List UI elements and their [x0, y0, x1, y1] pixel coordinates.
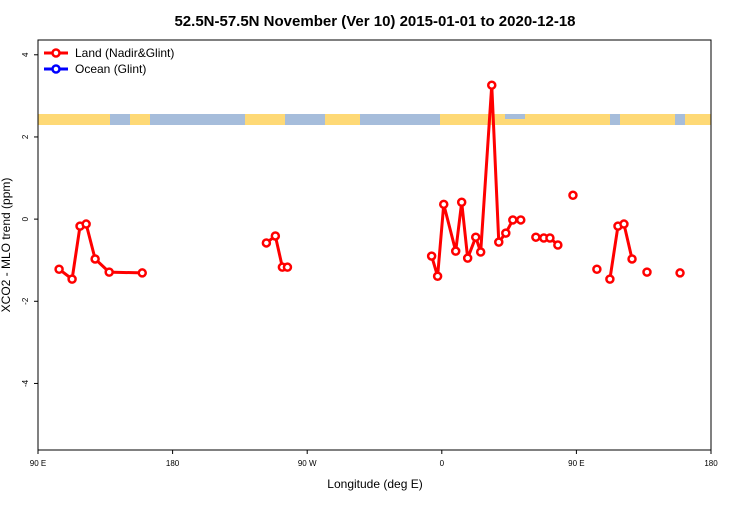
legend-marker: [51, 48, 61, 58]
y-tick-label: 4: [21, 52, 30, 57]
y-tick-label: -2: [21, 297, 30, 305]
x-tick-label: 90 E: [30, 459, 46, 468]
x-tick-label: 0: [440, 459, 445, 468]
point: [450, 246, 461, 256]
point: [81, 219, 91, 229]
legend-marker: [51, 64, 61, 74]
point: [501, 228, 511, 238]
point: [470, 232, 481, 242]
point: [545, 233, 555, 243]
point: [627, 254, 637, 264]
point: [553, 240, 563, 250]
y-tick-label: 0: [21, 216, 30, 221]
point: [426, 251, 437, 261]
y-tick-label: -4: [21, 379, 30, 387]
point: [619, 219, 629, 229]
point: [675, 268, 685, 278]
x-axis-label: Longitude (deg E): [327, 477, 422, 491]
chart-title: 52.5N-57.5N November (Ver 10) 2015-01-01…: [174, 13, 575, 30]
x-tick-label: 90 W: [298, 459, 317, 468]
point: [605, 274, 615, 284]
y-axis-label: XCO2 - MLO trend (ppm): [0, 178, 13, 313]
point: [432, 271, 443, 281]
point: [592, 264, 602, 274]
legend-label: Land (Nadir&Glint): [75, 46, 174, 60]
point: [508, 215, 518, 225]
point: [516, 215, 526, 225]
y-tick-label: 2: [21, 134, 30, 139]
plot-frame: [37, 39, 712, 451]
x-tick-label: 180: [166, 459, 180, 468]
point: [261, 238, 272, 248]
point: [642, 267, 652, 277]
point: [456, 197, 467, 208]
x-tick-label: 90 E: [568, 459, 584, 468]
point: [137, 268, 147, 278]
point: [475, 247, 486, 257]
point: [54, 264, 64, 274]
point: [462, 253, 473, 263]
x-tick-label: 180: [704, 459, 718, 468]
legend-label: Ocean (Glint): [75, 62, 146, 76]
point: [438, 199, 449, 210]
point: [104, 267, 114, 277]
point: [282, 262, 293, 272]
point: [270, 231, 281, 241]
point: [487, 80, 497, 90]
point: [568, 190, 578, 201]
point: [67, 274, 77, 284]
point: [90, 254, 100, 264]
point: [531, 232, 541, 242]
point: [494, 237, 504, 247]
land-mask-strip: [38, 114, 711, 125]
